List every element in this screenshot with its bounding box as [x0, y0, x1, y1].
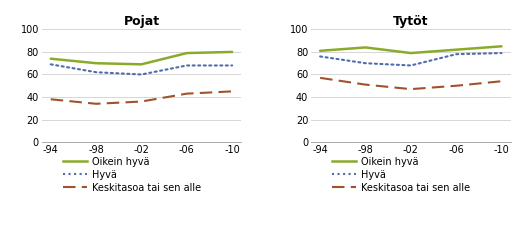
Title: Tytöt: Tytöt [393, 15, 429, 28]
Title: Pojat: Pojat [123, 15, 159, 28]
Legend: Oikein hyvä, Hyvä, Keskitasoa tai sen alle: Oikein hyvä, Hyvä, Keskitasoa tai sen al… [332, 157, 470, 193]
Legend: Oikein hyvä, Hyvä, Keskitasoa tai sen alle: Oikein hyvä, Hyvä, Keskitasoa tai sen al… [63, 157, 201, 193]
